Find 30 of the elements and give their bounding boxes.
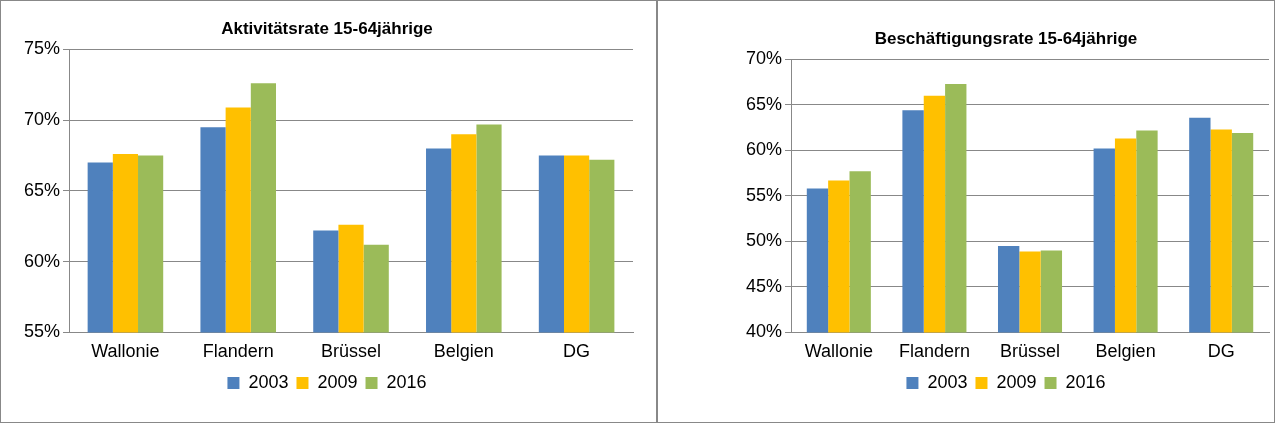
y-tick-label: 65%: [24, 179, 61, 200]
legend-label: 2016: [1065, 371, 1106, 392]
y-tick-label: 60%: [24, 250, 61, 271]
x-tick-label: DG: [1207, 341, 1235, 362]
x-tick-label: Flandern: [898, 341, 970, 362]
x-tick-label: Wallonie: [804, 341, 874, 362]
x-tick-label: Belgien: [1095, 341, 1156, 362]
y-tick-label: 70%: [24, 109, 61, 130]
y-tick-label: 40%: [746, 321, 783, 342]
y-tick-label: 50%: [746, 230, 783, 251]
legend-label: 2003: [927, 371, 968, 392]
chart-title: Aktivitätsrate 15-64jährige: [221, 18, 433, 38]
legend-label: 2003: [248, 371, 289, 392]
y-tick-label: 45%: [746, 275, 783, 296]
x-tick-label: Belgien: [433, 341, 494, 362]
x-tick-label: Brüssel: [321, 341, 382, 362]
legend-label: 2016: [386, 371, 427, 392]
legend-label: 2009: [317, 371, 358, 392]
y-tick-label: 65%: [746, 93, 783, 114]
x-tick-label: Flandern: [202, 341, 274, 362]
y-tick-label: 75%: [24, 38, 61, 59]
y-tick-label: 55%: [746, 184, 783, 205]
chart-title: Beschäftigungsrate 15-64jährige: [874, 28, 1138, 48]
x-tick-label: Wallonie: [91, 341, 160, 362]
x-tick-label: DG: [563, 341, 591, 362]
y-tick-label: 55%: [24, 321, 61, 342]
legend-label: 2009: [996, 371, 1037, 392]
y-tick-label: 70%: [746, 48, 783, 69]
x-tick-label: Brüssel: [1000, 341, 1061, 362]
y-tick-label: 60%: [746, 139, 783, 160]
